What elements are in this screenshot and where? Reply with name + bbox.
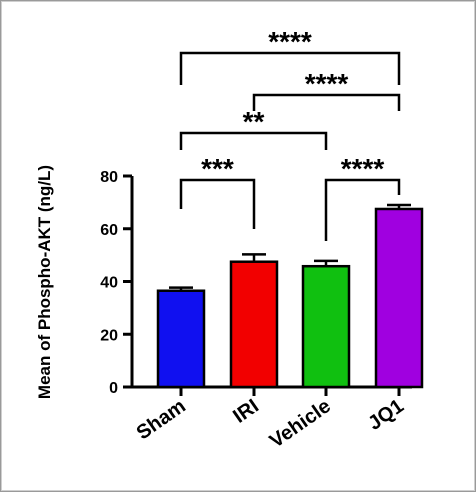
significance-bracket [179,178,256,229]
y-tick-label: 60 [100,222,118,239]
significance-label: **** [305,68,349,99]
y-ticks: 0 20 40 60 80 [100,169,132,397]
y-tick-label: 40 [100,275,118,292]
x-tick-labels: Sham IRI Vehicle JQ1 [133,387,408,453]
significance-bracket [252,93,401,111]
significance-label: **** [341,153,385,184]
y-axis-label: Mean of Phospho-AKT (ng/L) [35,165,54,399]
bar-sham [156,289,206,389]
y-tick-label: 20 [100,327,118,344]
significance-label: ** [243,106,265,137]
significance-bracket [179,131,328,150]
error-bars [169,203,411,291]
significance-brackets: *** ************** [179,26,401,241]
significance-bracket [179,51,401,85]
bar-jq1 [374,207,424,389]
x-tick-label-jq1: JQ1 [364,395,408,435]
x-tick-label-vehicle: Vehicle [266,395,335,453]
bars [156,207,424,389]
bar-iri [229,260,279,389]
x-tick-label-sham: Sham [133,395,190,444]
y-tick-label: 80 [100,169,118,186]
significance-label: *** [201,153,234,184]
x-tick-label-iri: IRI [229,395,263,428]
significance-bracket [324,178,401,241]
y-tick-label: 0 [109,380,118,397]
bar-vehicle [301,264,351,389]
significance-label: **** [268,26,312,57]
